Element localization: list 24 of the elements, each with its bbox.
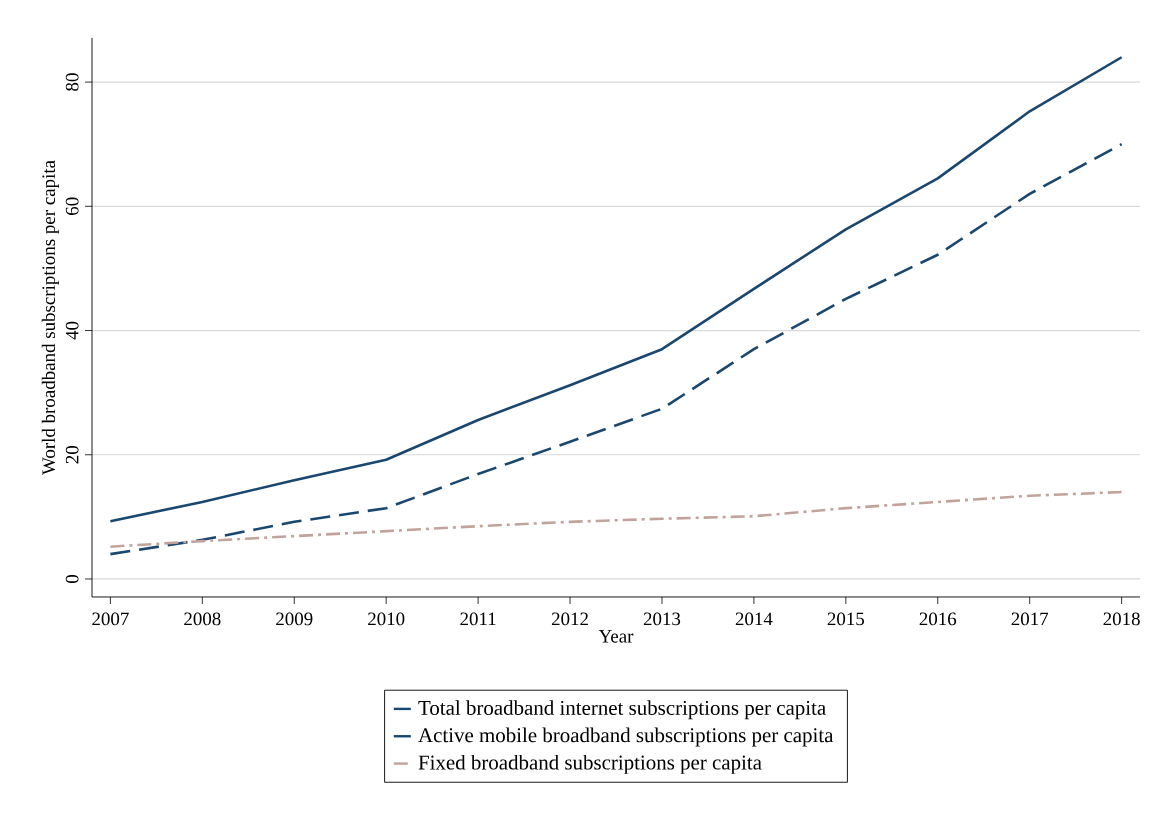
y-tick-label: 40 bbox=[65, 321, 79, 340]
x-tick-label: 2008 bbox=[184, 612, 221, 626]
legend-label: Fixed broadband subscriptions per capita bbox=[418, 754, 762, 774]
x-tick-label: 2017 bbox=[1011, 612, 1049, 626]
legend-label: Active mobile broadband subscriptions per capita bbox=[418, 727, 834, 747]
legend-label: Total broadband internet subscriptions per capita bbox=[418, 700, 826, 720]
y-tick-label: 80 bbox=[65, 73, 79, 91]
line-series bbox=[109, 55, 1123, 523]
x-tick-label: 2010 bbox=[368, 612, 405, 626]
x-tick-label: 2011 bbox=[460, 612, 496, 626]
x-tick-label: 2007 bbox=[92, 612, 129, 626]
line-series bbox=[109, 142, 1123, 556]
x-tick-label: 2013 bbox=[643, 612, 681, 626]
x-tick-label: 2015 bbox=[827, 612, 865, 626]
x-tick-label: 2014 bbox=[735, 612, 773, 626]
y-tick-label: 0 bbox=[65, 574, 79, 583]
x-tick-label: 2009 bbox=[276, 612, 313, 626]
y-axis-title: World broadband subscriptions per capita bbox=[41, 160, 59, 475]
x-axis-title: Year bbox=[598, 630, 634, 643]
x-tick-label: 2012 bbox=[551, 612, 588, 626]
y-tick-label: 20 bbox=[65, 446, 79, 464]
y-tick-label: 60 bbox=[65, 197, 79, 215]
x-tick-label: 2018 bbox=[1103, 612, 1140, 626]
x-tick-label: 2016 bbox=[919, 612, 957, 626]
